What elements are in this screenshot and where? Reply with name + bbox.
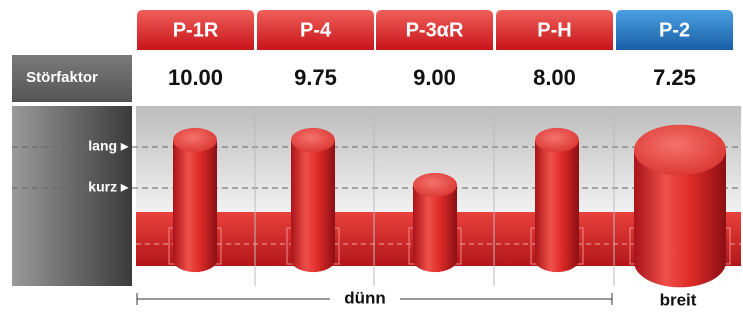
value: 8.00 [533,65,576,90]
cylinder [173,140,217,272]
cylinder-top [291,128,335,152]
infographic: P-1R10.00P-49.75P-3αR9.00P-H8.00P-27.25 … [0,0,743,315]
column-title: P-3αR [406,19,464,41]
value: 7.25 [653,65,696,90]
value: 9.00 [413,65,456,90]
cylinder [413,185,457,272]
footer-label: breit [660,290,697,309]
value: 9.75 [294,65,337,90]
cylinder-top [535,128,579,152]
level-label: lang ▸ [88,138,129,154]
value: 10.00 [168,65,223,90]
side-panel [12,106,132,286]
column-title: P-4 [300,19,332,41]
level-label: kurz ▸ [88,179,129,195]
footer-label: dünn [344,288,386,307]
column-title: P-1R [173,19,219,41]
cylinder-top [173,128,217,152]
cylinder-top [634,125,726,176]
row-label: Störfaktor [26,69,98,86]
column-title: P-2 [659,19,690,41]
cylinder [291,140,335,272]
cylinder-top [413,173,457,197]
column-title: P-H [537,19,571,41]
cylinder [535,140,579,272]
